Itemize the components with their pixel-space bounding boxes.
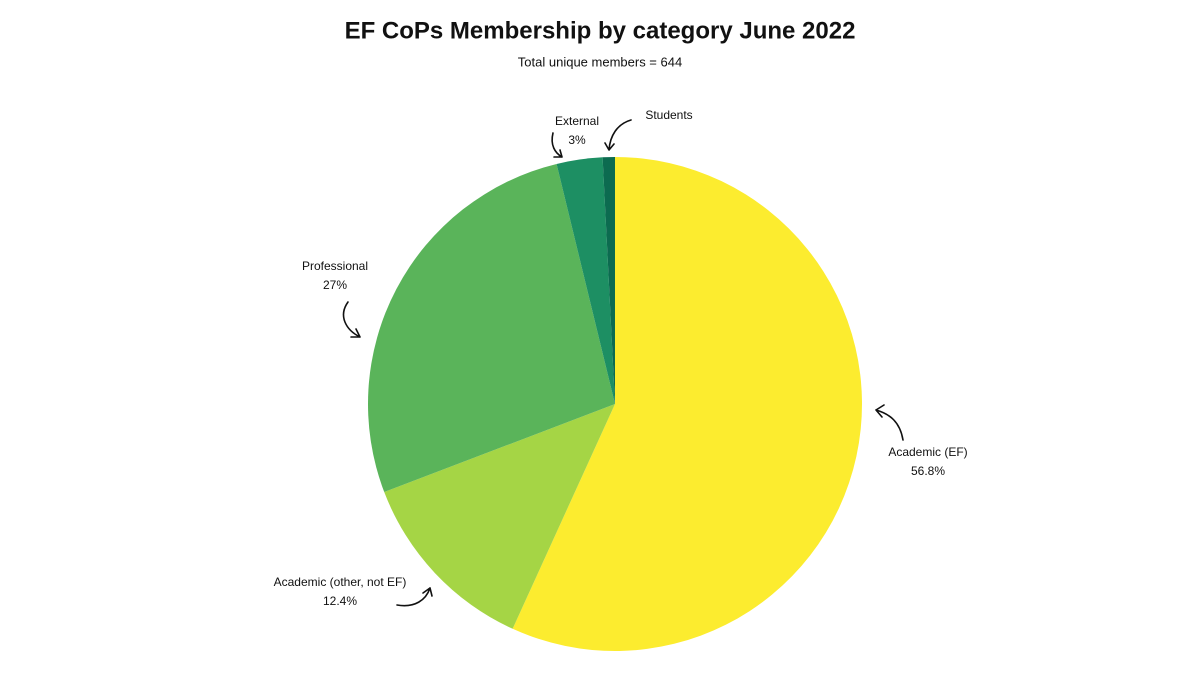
- slice-label: Students: [645, 108, 692, 122]
- pie-slice: [556, 157, 615, 404]
- chart-title: EF CoPs Membership by category June 2022: [345, 17, 856, 44]
- pie: [368, 157, 862, 651]
- slice-label: Professional: [302, 259, 368, 273]
- slice-label: External: [555, 114, 599, 128]
- pie-slice: [384, 404, 615, 629]
- arrow: [342, 301, 361, 338]
- slice-label: Academic (EF): [888, 445, 967, 459]
- slice-label: Academic (other, not EF): [274, 575, 407, 589]
- slice-value-label: 27%: [323, 278, 347, 292]
- slice-value-label: 56.8%: [911, 464, 945, 478]
- pie-slice: [512, 157, 862, 651]
- arrow: [396, 587, 433, 607]
- arrow: [604, 119, 632, 151]
- slice-value-label: 3%: [568, 133, 586, 147]
- pie-slice: [602, 157, 615, 404]
- arrows: [342, 119, 904, 607]
- arrow: [551, 132, 563, 158]
- chart-subtitle: Total unique members = 644: [518, 54, 682, 69]
- slice-value-label: 12.4%: [323, 594, 357, 608]
- arrow: [875, 404, 904, 441]
- pie-slice: [368, 164, 615, 493]
